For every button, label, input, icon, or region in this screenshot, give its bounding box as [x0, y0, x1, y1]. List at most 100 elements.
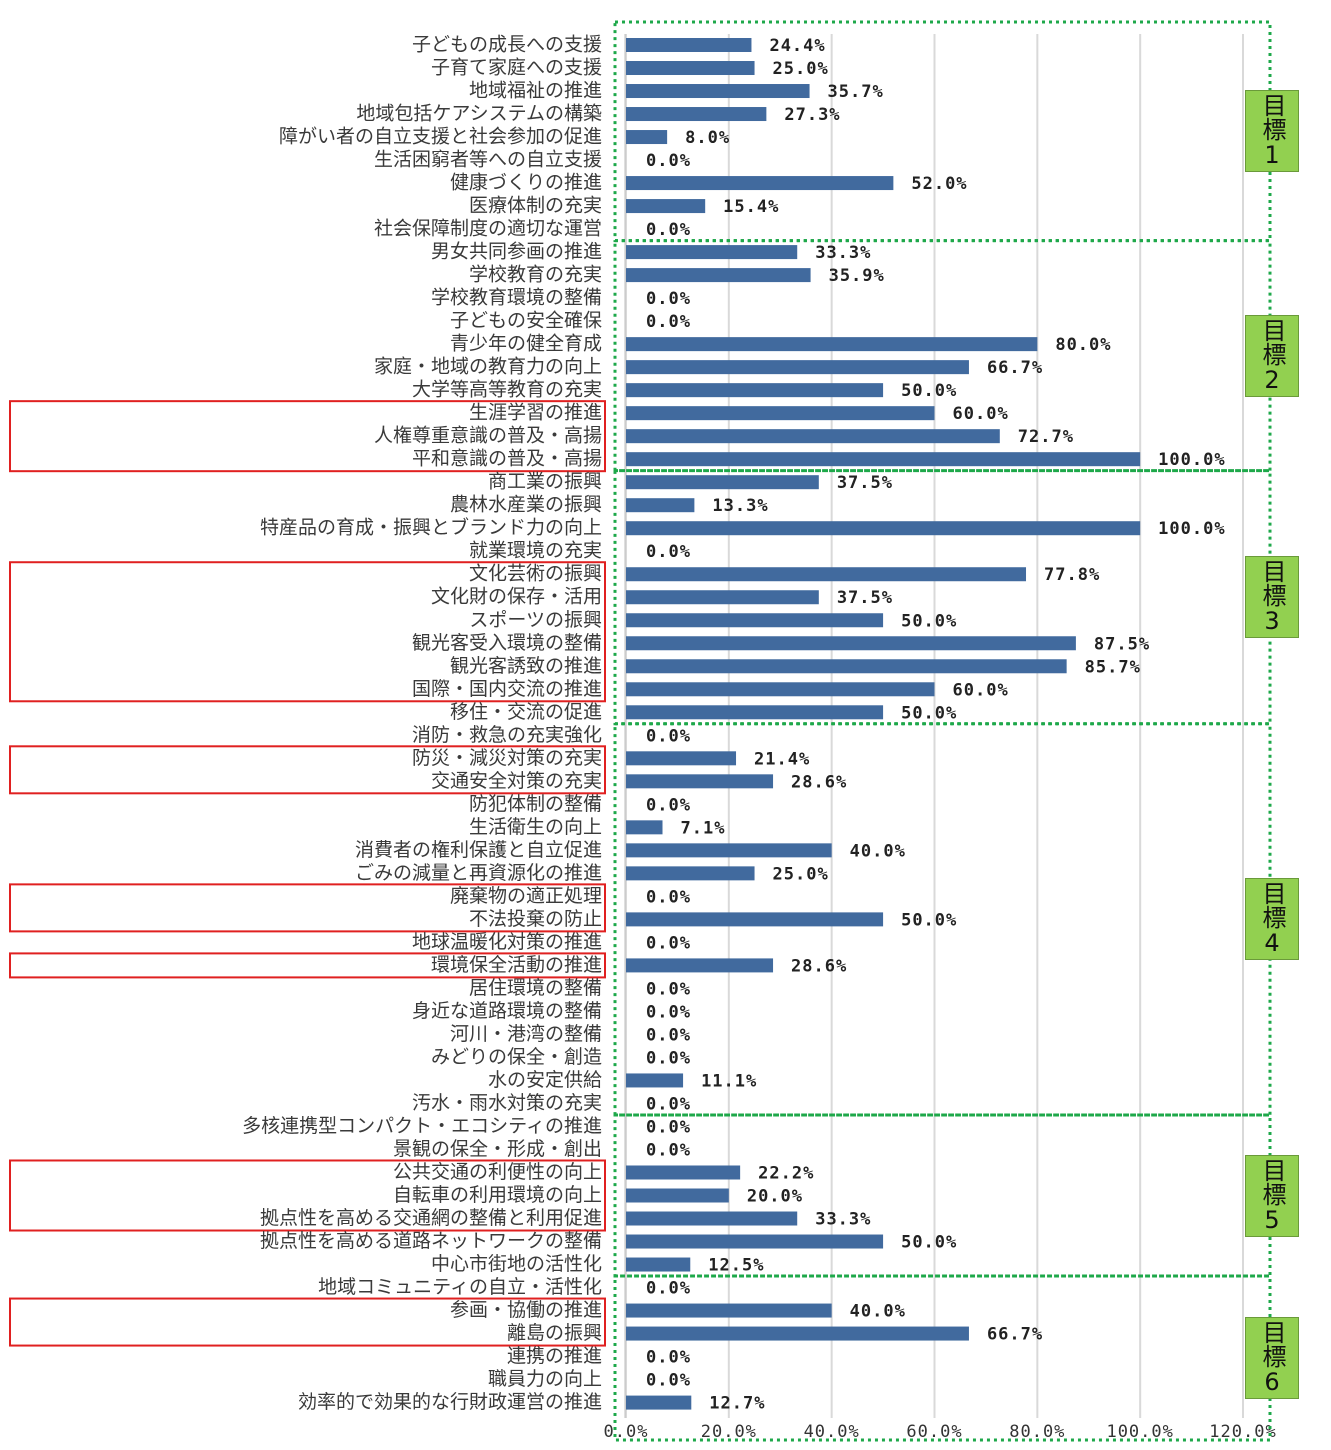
- category-label: 社会保障制度の適切な運営: [374, 218, 602, 240]
- bar: [626, 958, 774, 973]
- bar: [626, 1257, 691, 1272]
- category-label: 男女共同参画の推進: [431, 241, 602, 263]
- value-label: 37.5%: [837, 588, 893, 608]
- category-label: 地域福祉の推進: [469, 80, 602, 102]
- category-label: 自転車の利用環境の向上: [393, 1184, 602, 1206]
- category-label: 家庭・地域の教育力の向上: [374, 356, 602, 378]
- value-label: 50.0%: [901, 611, 957, 631]
- category-label: ごみの減量と再資源化の推進: [355, 862, 602, 884]
- value-label: 40.0%: [850, 841, 906, 861]
- value-label: 0.0%: [646, 887, 691, 907]
- category-label: 汚水・雨水対策の充実: [412, 1092, 602, 1114]
- bar: [626, 1395, 692, 1410]
- highlight-box: [9, 883, 606, 933]
- value-label: 0.0%: [646, 151, 691, 171]
- category-label: 子どもの成長への支援: [412, 34, 602, 56]
- value-label: 7.1%: [681, 818, 726, 838]
- category-label: 連携の推進: [507, 1345, 602, 1367]
- bar: [626, 84, 810, 99]
- category-label: 学校教育環境の整備: [431, 287, 602, 309]
- bar: [626, 590, 819, 605]
- value-label: 0.0%: [646, 1279, 691, 1299]
- category-label: 生涯学習の推進: [469, 402, 602, 424]
- category-label: 就業環境の充実: [469, 540, 602, 562]
- category-label: 不法投棄の防止: [469, 908, 602, 930]
- category-label: 職員力の向上: [488, 1368, 602, 1390]
- value-label: 20.0%: [747, 1187, 803, 1207]
- value-label: 33.3%: [815, 1210, 871, 1230]
- value-label: 35.9%: [829, 266, 885, 286]
- value-label: 77.8%: [1044, 565, 1100, 585]
- category-label: 防災・減災対策の充実: [412, 747, 602, 769]
- value-label: 33.3%: [815, 243, 871, 263]
- value-label: 8.0%: [685, 128, 730, 148]
- category-label: 農林水産業の振興: [450, 494, 602, 516]
- value-label: 11.1%: [701, 1071, 757, 1091]
- bar: [626, 1234, 884, 1249]
- category-label: 障がい者の自立支援と社会参加の促進: [279, 126, 602, 148]
- category-label: 消防・救急の充実強化: [412, 724, 602, 746]
- value-label: 0.0%: [646, 289, 691, 309]
- value-label: 0.0%: [646, 1048, 691, 1068]
- bar: [626, 774, 774, 789]
- category-label: 身近な道路環境の整備: [412, 1000, 602, 1022]
- category-label: 子どもの安全確保: [450, 310, 602, 332]
- category-label: みどりの保全・創造: [431, 1046, 602, 1068]
- x-tick-label: 80.0%: [1009, 1422, 1065, 1442]
- goal-label: 目標5: [1245, 1154, 1299, 1237]
- value-label: 50.0%: [901, 1233, 957, 1253]
- bar: [626, 521, 1141, 536]
- bar: [626, 61, 755, 76]
- category-label: 大学等高等教育の充実: [412, 379, 602, 401]
- bar: [626, 912, 884, 927]
- x-tick-label: 40.0%: [804, 1422, 860, 1442]
- category-label: 地域包括ケアシステムの構築: [356, 103, 602, 125]
- value-label: 25.0%: [773, 864, 829, 884]
- category-label: 医療体制の充実: [469, 195, 602, 217]
- bar: [626, 1303, 832, 1318]
- value-label: 0.0%: [646, 1002, 691, 1022]
- highlight-box: [9, 1297, 606, 1347]
- bar: [626, 613, 884, 628]
- category-label: 拠点性を高める道路ネットワークの整備: [260, 1230, 602, 1252]
- category-label: 青少年の健全育成: [450, 333, 602, 355]
- category-label: 居住環境の整備: [469, 977, 602, 999]
- category-label: 健康づくりの推進: [450, 172, 602, 194]
- bar: [626, 1211, 798, 1226]
- goal-label: 目標1: [1245, 90, 1299, 173]
- value-label: 80.0%: [1055, 335, 1111, 355]
- bar: [626, 383, 884, 398]
- value-label: 0.0%: [646, 726, 691, 746]
- highlight-box: [9, 952, 606, 979]
- value-label: 25.0%: [773, 59, 829, 79]
- category-label: 中心市街地の活性化: [431, 1253, 602, 1275]
- value-label: 0.0%: [646, 933, 691, 953]
- x-tick-label: 20.0%: [701, 1422, 757, 1442]
- bar: [626, 406, 935, 421]
- bar: [626, 1326, 969, 1341]
- category-label: 交通安全対策の充実: [431, 770, 602, 792]
- value-label: 50.0%: [901, 910, 957, 930]
- category-label: 国際・国内交流の推進: [412, 678, 602, 700]
- category-label: 環境保全活動の推進: [431, 954, 602, 976]
- category-label: 平和意識の普及・高揚: [412, 448, 602, 470]
- bar: [626, 567, 1027, 582]
- value-label: 100.0%: [1158, 450, 1225, 470]
- bar: [626, 38, 752, 52]
- value-label: 13.3%: [712, 496, 768, 516]
- value-label: 0.0%: [646, 1348, 691, 1368]
- category-label: 多核連携型コンパクト・エコシティの推進: [242, 1115, 602, 1137]
- category-label: 消費者の権利保護と自立促進: [355, 839, 602, 861]
- value-label: 37.5%: [837, 473, 893, 493]
- bar: [626, 1188, 729, 1203]
- value-label: 21.4%: [754, 749, 810, 769]
- bar: [626, 705, 884, 720]
- category-label: 移住・交流の促進: [450, 701, 602, 723]
- category-label: 子育て家庭への支援: [431, 57, 602, 79]
- highlight-box: [9, 400, 606, 473]
- bar: [626, 360, 969, 375]
- value-label: 24.4%: [769, 36, 825, 56]
- value-label: 12.7%: [709, 1394, 765, 1414]
- bar: [626, 820, 663, 835]
- category-label: スポーツの振興: [469, 609, 602, 631]
